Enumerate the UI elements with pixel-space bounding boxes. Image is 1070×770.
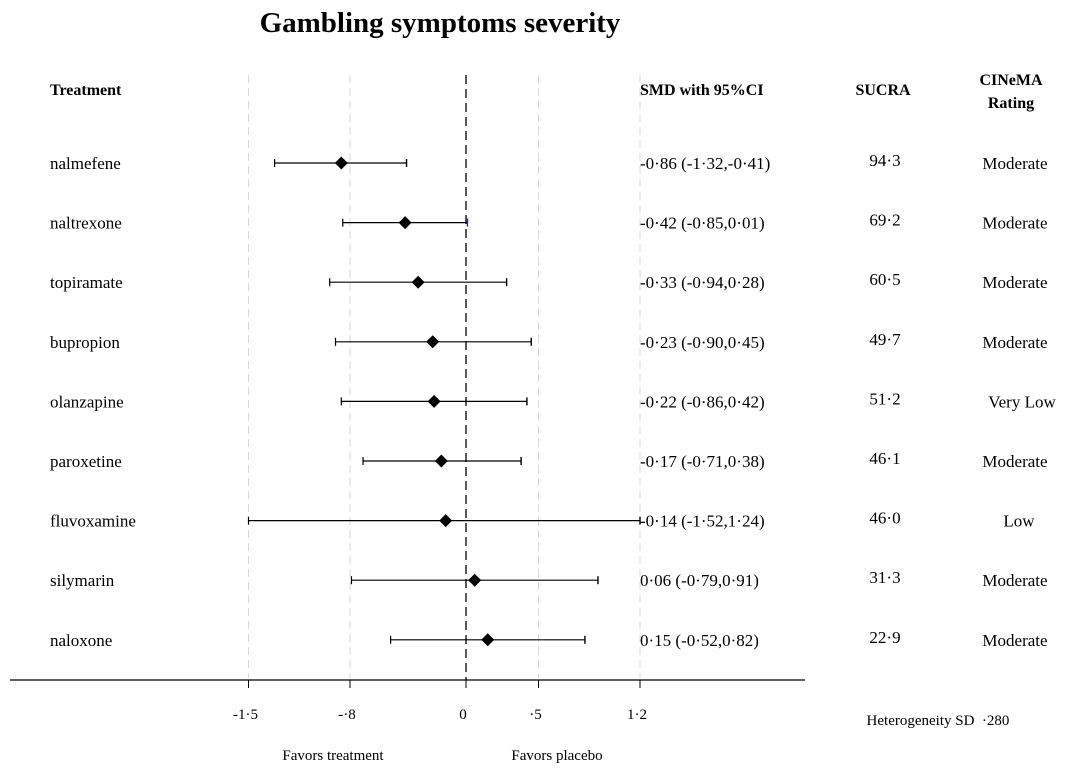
estimate-diamond-nalmefene <box>334 156 348 170</box>
smd-value: -0·86 (-1·32,-0·41) <box>640 154 770 173</box>
smd-value: -0·22 (-0·86,0·42) <box>640 392 765 411</box>
header-smd: SMD with 95%CI <box>640 82 764 99</box>
smd-value: -0·14 (-1·52,1·24) <box>640 512 765 531</box>
estimate-diamond-naloxone <box>481 633 495 647</box>
sucra-value: 31·3 <box>869 568 900 587</box>
smd-value: -0·33 (-0·94,0·28) <box>640 273 765 292</box>
estimate-diamond-silymarin <box>468 573 482 587</box>
x-tick-label: -·8 <box>338 707 356 723</box>
sucra-value: 49·7 <box>869 330 901 349</box>
cinema-rating: Very Low <box>988 392 1056 411</box>
estimate-diamond-olanzapine <box>427 394 441 408</box>
estimate-diamond-fluvoxamine <box>439 514 453 528</box>
estimate-diamond-bupropion <box>426 335 440 349</box>
estimate-diamond-paroxetine <box>434 454 448 468</box>
sucra-value: 46·0 <box>869 509 900 528</box>
sucra-value: 94·3 <box>869 151 900 170</box>
treatment-label: bupropion <box>50 333 120 352</box>
cinema-rating: Low <box>1003 512 1035 531</box>
header-sucra: SUCRA <box>855 82 911 99</box>
estimate-diamond-topiramate <box>411 275 425 289</box>
cinema-rating: Moderate <box>982 214 1047 233</box>
table-rows: nalmefene -0·86 (-1·32,-0·41) 94·3 Moderate… <box>50 151 1056 650</box>
x-axis-ticks: -1·5 -·8 0 ·5 1·2 <box>233 680 647 723</box>
favors-treatment-label: Favors treatment <box>282 748 384 764</box>
x-tick-label: 0 <box>459 707 467 723</box>
cinema-rating: Moderate <box>982 333 1047 352</box>
favors-placebo-label: Favors placebo <box>511 748 602 764</box>
smd-value: -0·42 (-0·85,0·01) <box>640 214 765 233</box>
sucra-value: 22·9 <box>869 628 900 647</box>
header-cinema: CINeMA <box>979 72 1043 89</box>
cinema-rating: Moderate <box>982 452 1047 471</box>
heterogeneity-label: Heterogeneity SD ·280 <box>867 713 1010 729</box>
sucra-value: 69·2 <box>869 211 900 230</box>
x-tick-label: ·5 <box>529 707 542 723</box>
header-rating: Rating <box>988 95 1034 112</box>
grid-lines <box>248 75 641 678</box>
cinema-rating: Moderate <box>982 571 1047 590</box>
x-tick-label: -1·5 <box>233 707 258 723</box>
treatment-label: fluvoxamine <box>50 512 136 531</box>
estimate-diamond-naltrexone <box>398 216 412 230</box>
treatment-label: naltrexone <box>50 214 122 233</box>
treatment-label: silymarin <box>50 571 115 590</box>
sucra-value: 60·5 <box>869 270 900 289</box>
estimate-marks <box>247 156 641 647</box>
smd-value: 0·06 (-0·79,0·91) <box>640 571 759 590</box>
treatment-label: topiramate <box>50 273 123 292</box>
smd-value: -0·23 (-0·90,0·45) <box>640 333 765 352</box>
header-treatment: Treatment <box>50 82 122 99</box>
chart-title: Gambling symptoms severity <box>260 7 621 39</box>
cinema-rating: Moderate <box>982 631 1047 650</box>
smd-value: -0·17 (-0·71,0·38) <box>640 452 765 471</box>
smd-value: 0·15 (-0·52,0·82) <box>640 631 759 650</box>
treatment-label: paroxetine <box>50 452 122 471</box>
x-tick-label: 1·2 <box>627 707 647 723</box>
cinema-rating: Moderate <box>982 154 1047 173</box>
treatment-label: nalmefene <box>50 154 121 173</box>
sucra-value: 51·2 <box>869 389 900 408</box>
treatment-label: naloxone <box>50 631 112 650</box>
treatment-label: olanzapine <box>50 392 124 411</box>
cinema-rating: Moderate <box>982 273 1047 292</box>
sucra-value: 46·1 <box>869 449 900 468</box>
